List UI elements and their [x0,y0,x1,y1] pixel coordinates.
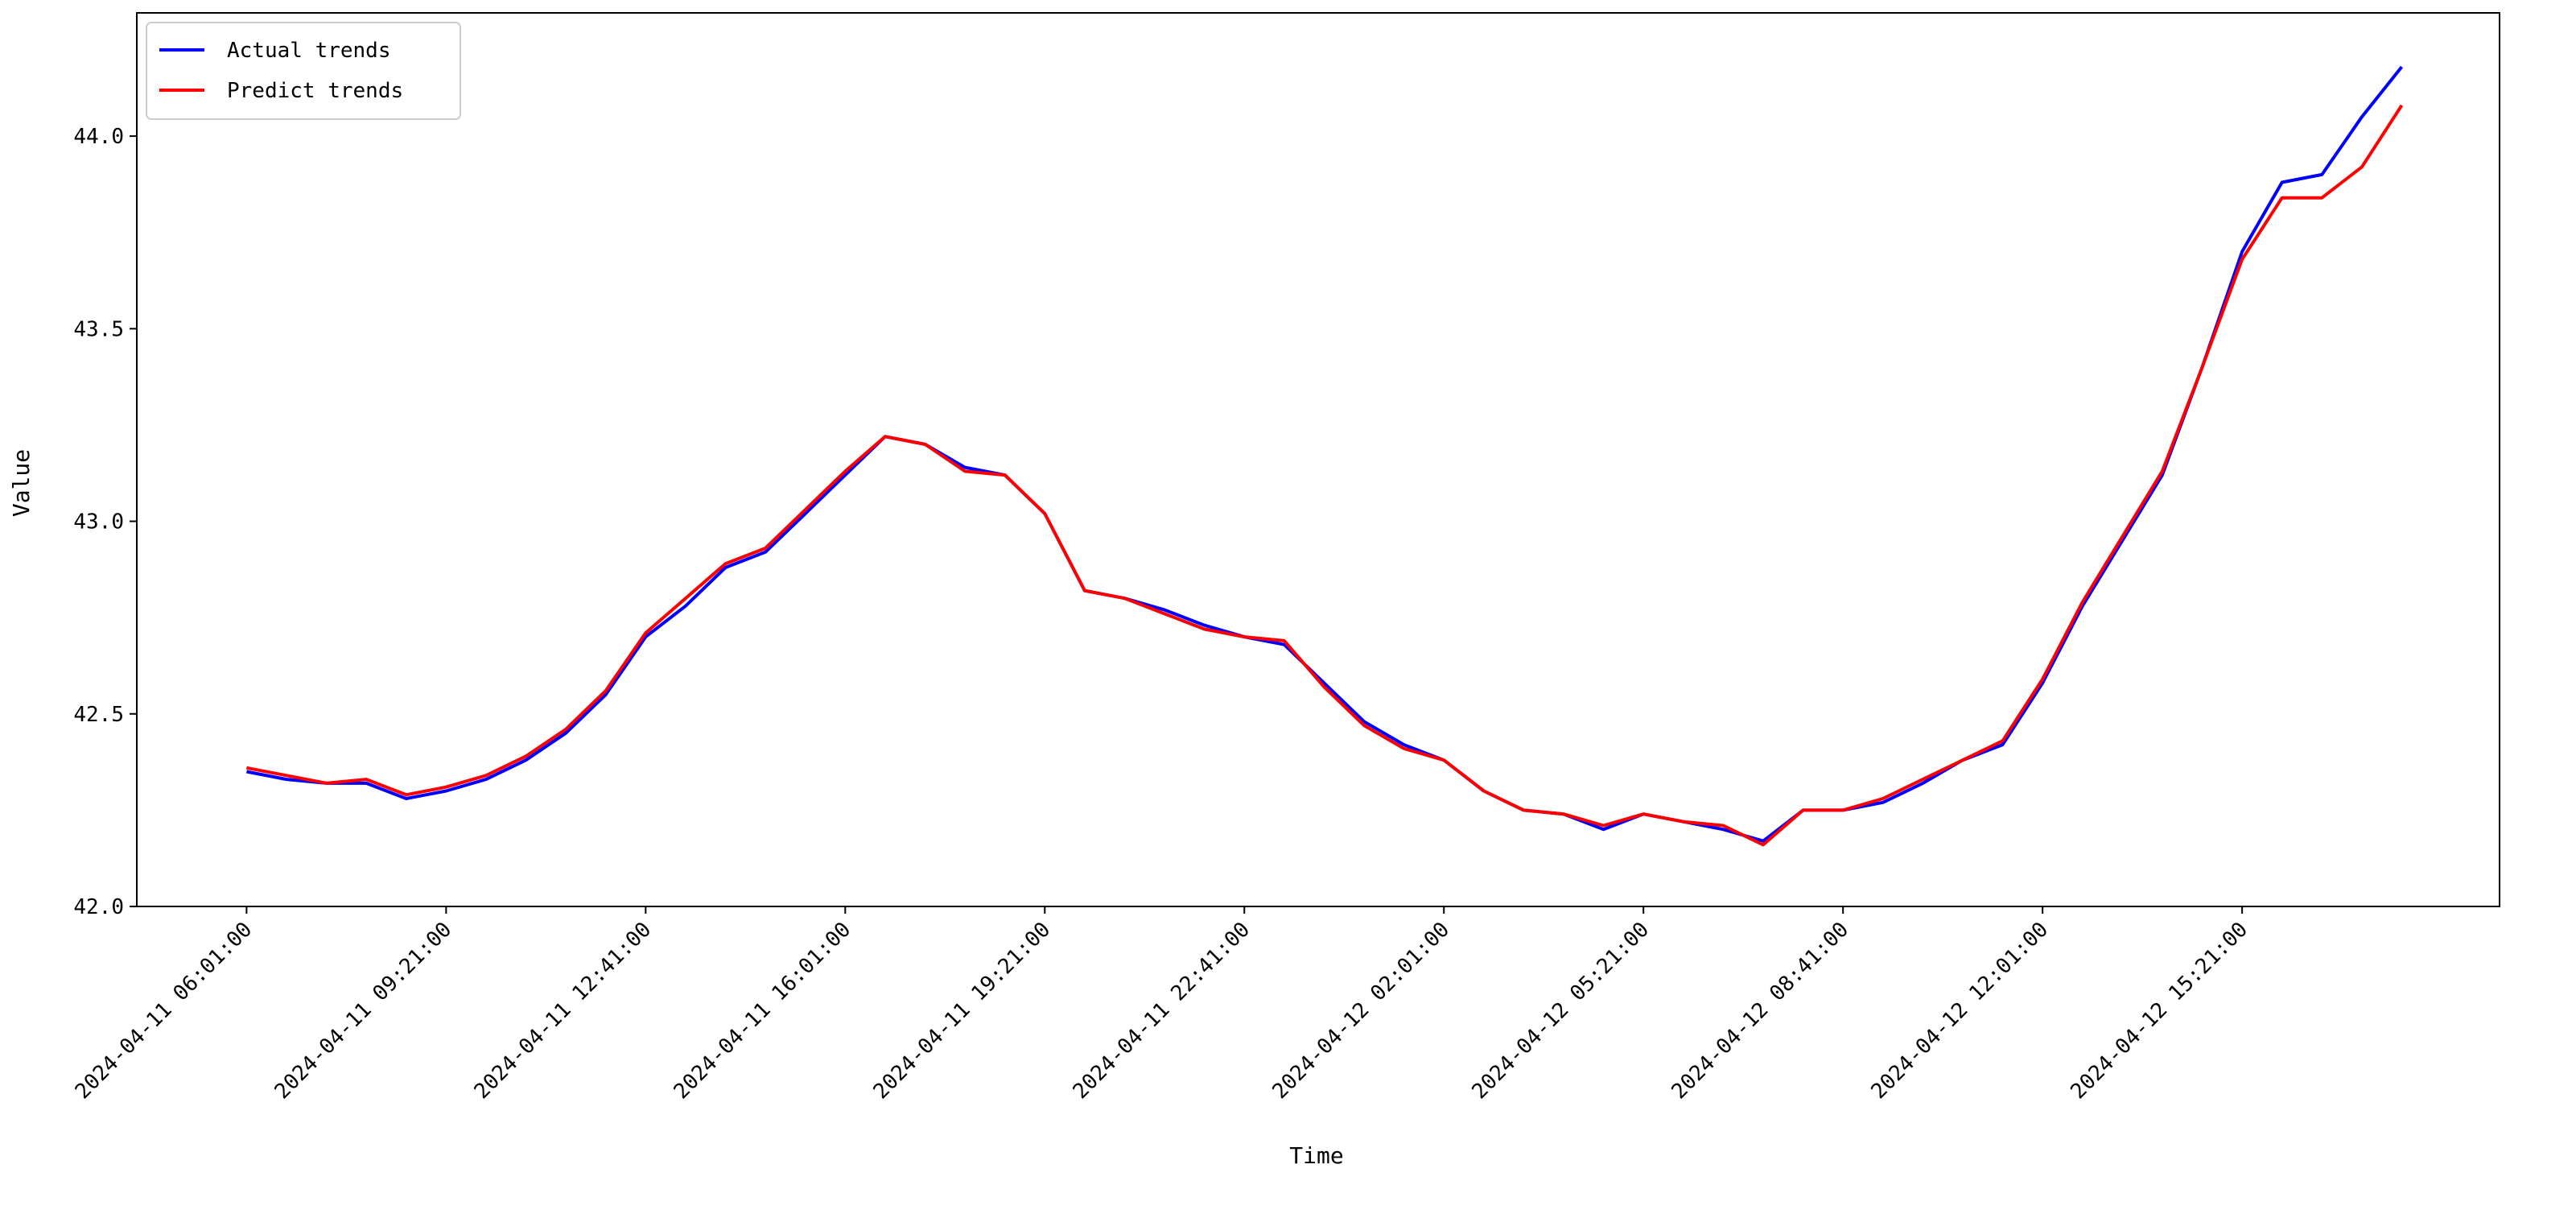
data-line [246,65,2404,843]
legend-label: Predict trends [227,79,403,103]
legend-box [146,22,461,120]
x-tick-label: 2024-04-11 16:01:00 [670,918,856,1104]
plot-frame [136,12,2500,907]
x-tick-label: 2024-04-12 05:21:00 [1468,918,1655,1104]
y-axis-label: Value [8,449,35,517]
y-tick-label: 44.0 [73,125,124,149]
x-tick-label: 2024-04-12 08:41:00 [1667,918,1854,1104]
y-tick-label: 42.5 [73,703,124,727]
x-tick-label: 2024-04-12 15:21:00 [2067,918,2253,1104]
legend-label: Actual trends [227,39,391,63]
y-tick-label: 43.0 [73,510,124,535]
x-tick-label: 2024-04-11 06:01:00 [71,918,258,1104]
x-axis-label: Time [1289,1142,1343,1169]
x-tick-label: 2024-04-12 02:01:00 [1268,918,1455,1104]
y-tick-label: 43.5 [73,317,124,341]
x-tick-label: 2024-04-11 19:21:00 [869,918,1056,1104]
y-tick-label: 42.0 [73,895,124,919]
x-tick-label: 2024-04-11 09:21:00 [270,918,457,1104]
x-tick-label: 2024-04-11 12:41:00 [470,918,657,1104]
x-tick-label: 2024-04-12 12:01:00 [1867,918,2054,1104]
data-line [246,104,2404,847]
x-tick-label: 2024-04-11 22:41:00 [1069,918,1255,1104]
